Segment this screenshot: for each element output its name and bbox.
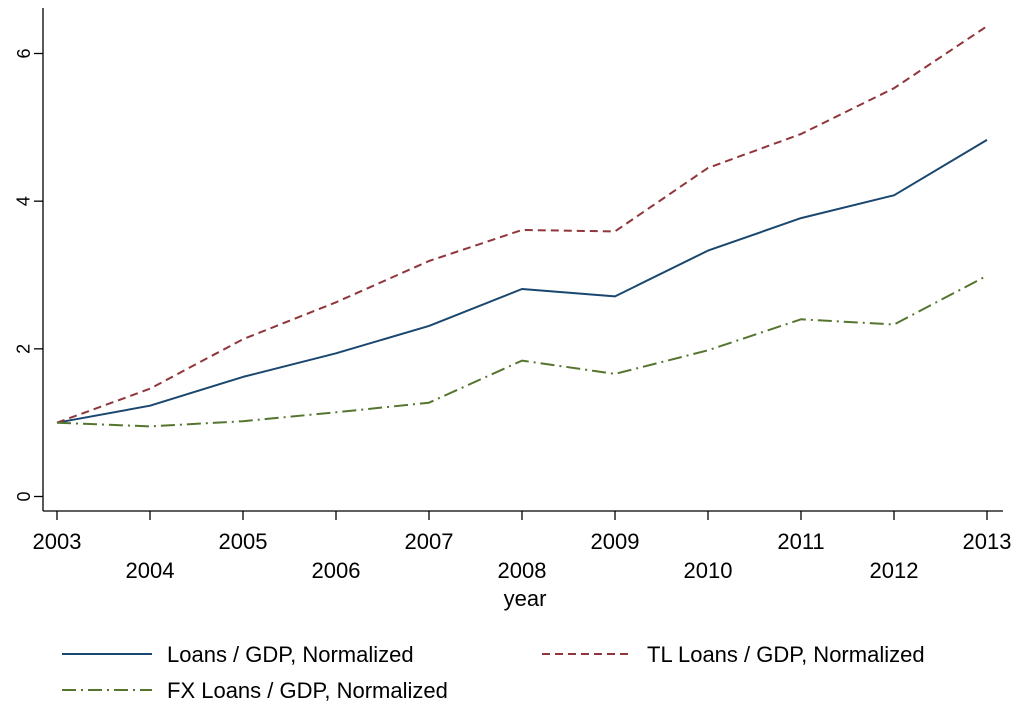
series-line-1 bbox=[56, 139, 988, 424]
legend: Loans / GDP, Normalized TL Loans / GDP, N… bbox=[62, 642, 925, 703]
x-tick-label: 2004 bbox=[126, 558, 175, 583]
x-tick-label: 2003 bbox=[33, 529, 82, 554]
x-tick-label: 2007 bbox=[405, 529, 454, 554]
x-tick-label: 2011 bbox=[777, 529, 824, 554]
x-tick-label: 2009 bbox=[591, 529, 640, 554]
x-tick-label: 2012 bbox=[870, 558, 919, 583]
x-tick-label: 2010 bbox=[684, 558, 733, 583]
axes: 0 2 4 6 2003 2004 2005 2006 2007 2008 2009 2010 2011… bbox=[14, 8, 1012, 583]
y-tick-label: 6 bbox=[14, 48, 34, 58]
x-axis-title: year bbox=[504, 586, 547, 611]
legend-label: FX Loans / GDP, Normalized bbox=[167, 678, 448, 703]
y-tick-label: 2 bbox=[14, 344, 34, 354]
series-line-2 bbox=[56, 25, 988, 424]
y-tick-label: 0 bbox=[14, 491, 34, 501]
x-tick-label: 2006 bbox=[312, 558, 361, 583]
x-tick-label: 2008 bbox=[498, 558, 547, 583]
series-lines bbox=[56, 25, 988, 428]
x-tick-label: 2005 bbox=[219, 529, 268, 554]
x-tick-label: 2013 bbox=[963, 529, 1012, 554]
series-line-3 bbox=[56, 274, 988, 428]
legend-label: Loans / GDP, Normalized bbox=[167, 642, 414, 667]
legend-label: TL Loans / GDP, Normalized bbox=[647, 642, 925, 667]
y-tick-label: 4 bbox=[14, 196, 34, 206]
